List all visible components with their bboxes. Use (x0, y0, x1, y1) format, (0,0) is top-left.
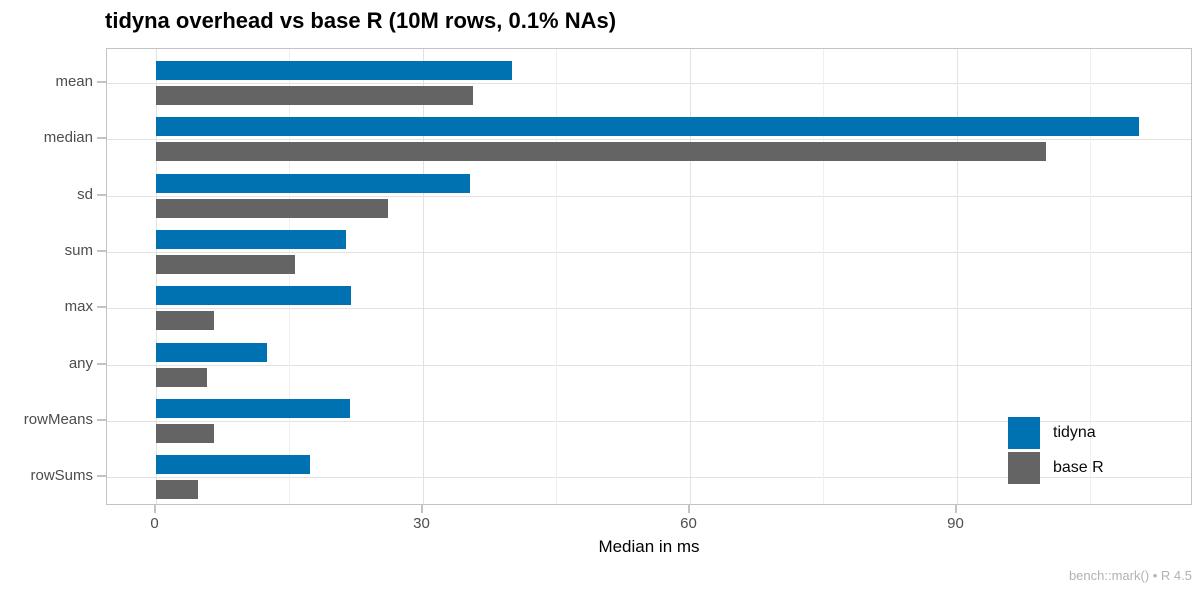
bar-base-r-mean (155, 86, 474, 105)
bar-tidyna-rowMeans (155, 398, 351, 418)
x-axis-title: Median in ms (598, 537, 700, 556)
legend-label: base R (1053, 459, 1104, 476)
y-axis-tick (97, 193, 106, 196)
gridline-horizontal (107, 83, 1191, 84)
gridline-vertical-major (956, 49, 958, 504)
y-axis-tick (97, 306, 106, 309)
y-axis-label-mean: mean (55, 73, 93, 90)
y-axis-label-sum: sum (64, 241, 93, 259)
gridline-vertical-major (689, 49, 691, 504)
gridline-vertical-minor (556, 49, 557, 504)
x-axis-tick (687, 505, 690, 513)
x-axis-tick (420, 505, 423, 513)
legend-key-base-r (1008, 452, 1040, 484)
bar-tidyna-sd (155, 173, 470, 193)
gridline-vertical-minor (289, 49, 290, 504)
y-axis-label-rowMeans: rowMeans (23, 410, 93, 428)
bar-base-r-rowSums (155, 480, 199, 500)
chart-title: tidyna overhead vs base R (10M rows, 0.1… (105, 8, 617, 33)
plot-panel (106, 48, 1192, 505)
bar-base-r-max (155, 311, 215, 331)
x-tick-label: 0 (150, 515, 159, 532)
gridline-vertical-minor (823, 49, 824, 504)
x-tick-label: 60 (680, 515, 697, 532)
x-tick-label: 30 (413, 515, 430, 532)
gridline-horizontal (107, 139, 1191, 141)
bar-tidyna-max (155, 286, 352, 306)
legend-label: tidyna (1053, 424, 1096, 441)
chart-caption: bench::mark() • R 4.5 (1068, 568, 1192, 583)
gridline-horizontal (107, 420, 1191, 422)
gridline-horizontal (107, 308, 1191, 310)
x-axis-tick (153, 505, 156, 513)
legend-item: base R (1008, 452, 1104, 484)
x-tick-label: 90 (947, 515, 964, 532)
y-axis-label-rowSums: rowSums (30, 467, 93, 485)
gridline-horizontal (107, 477, 1191, 479)
legend-key-tidyna (1008, 417, 1040, 449)
legend: tidyna base R (1008, 417, 1104, 487)
y-axis-label-max: max (64, 298, 93, 316)
gridline-vertical-major (155, 49, 157, 504)
bar-base-r-rowMeans (155, 423, 215, 443)
bar-base-r-sd (155, 198, 388, 218)
gridline-horizontal (107, 195, 1191, 197)
y-axis-label-median: median (43, 129, 93, 147)
bar-base-r-any (155, 367, 208, 387)
gridline-vertical-major (422, 49, 424, 504)
legend-item: tidyna (1008, 417, 1104, 449)
bar-tidyna-sum (155, 229, 346, 249)
y-axis-tick (97, 362, 106, 365)
y-axis-label-sd: sd (77, 185, 93, 203)
bar-tidyna-mean (155, 61, 512, 80)
y-axis-tick (97, 249, 106, 252)
y-axis-label-any: any (68, 354, 93, 372)
x-axis-tick (954, 505, 957, 513)
gridline-horizontal (107, 364, 1191, 366)
gridline-vertical-minor (1090, 49, 1091, 504)
bar-tidyna-rowSums (155, 455, 311, 475)
bar-base-r-sum (155, 254, 296, 274)
gridline-horizontal (107, 251, 1191, 253)
bar-tidyna-any (155, 342, 267, 362)
y-axis-tick (97, 418, 106, 421)
bar-tidyna-median (155, 117, 1139, 137)
y-axis-tick (97, 137, 106, 140)
y-axis-tick (97, 81, 106, 83)
y-axis-tick (97, 475, 106, 478)
bar-base-r-median (155, 142, 1046, 162)
